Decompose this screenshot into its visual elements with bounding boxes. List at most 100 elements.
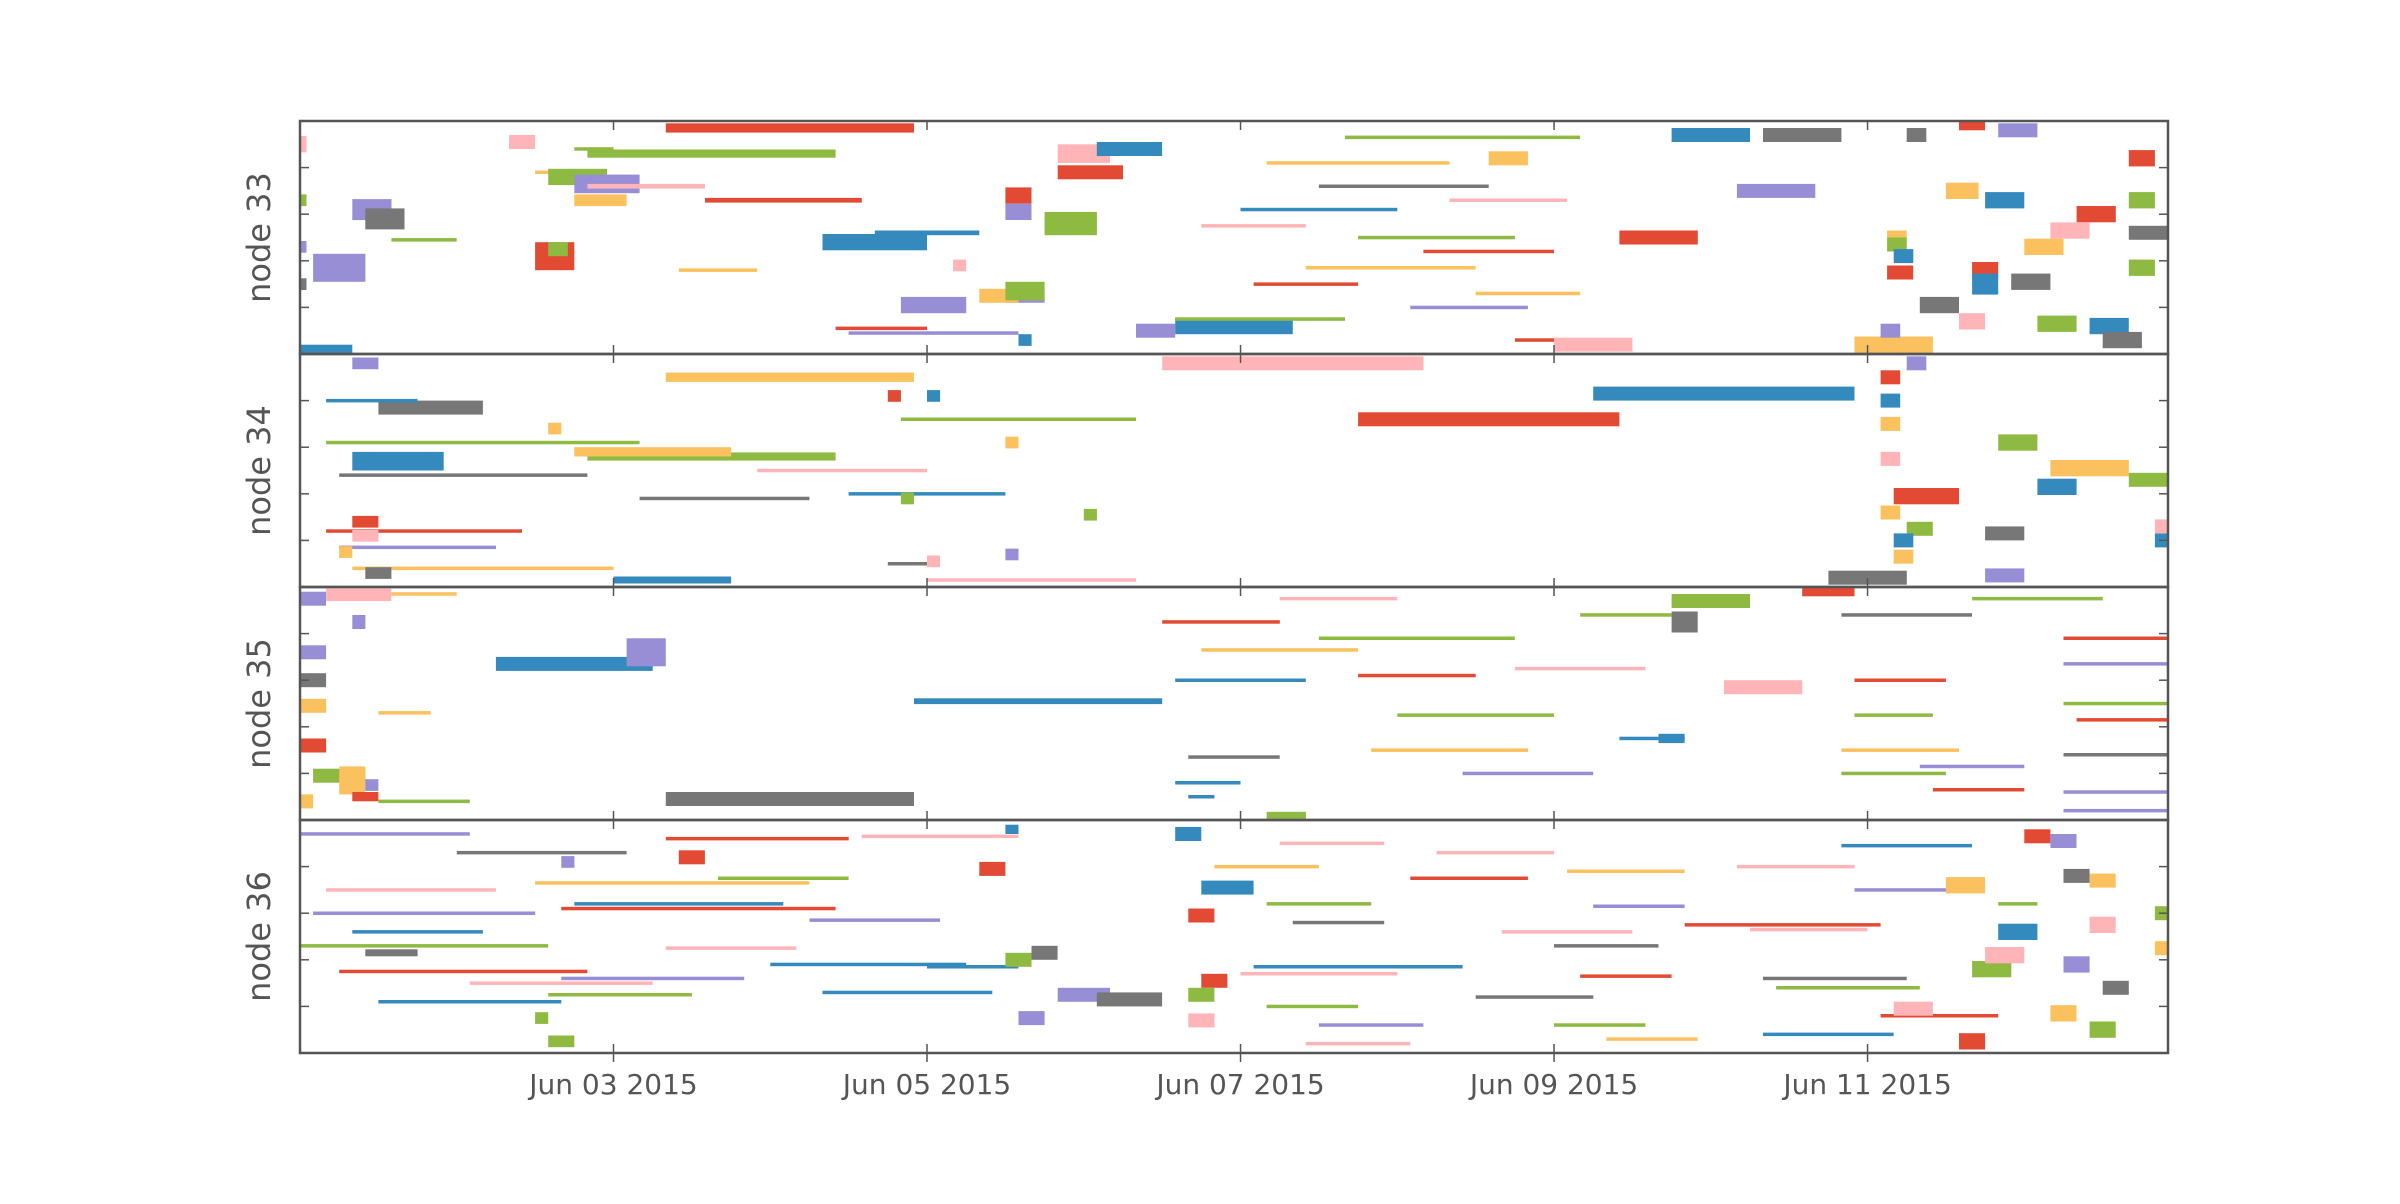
job-bar bbox=[1136, 323, 1176, 338]
job-bar bbox=[300, 944, 549, 948]
job-bar bbox=[678, 850, 705, 865]
job-bar bbox=[927, 578, 1136, 582]
job-bar bbox=[665, 372, 914, 382]
job-bar bbox=[1723, 680, 1803, 695]
job-bar bbox=[2050, 834, 2077, 848]
job-bar bbox=[1018, 1011, 1045, 1026]
job-bar bbox=[1972, 596, 2103, 601]
job-bar bbox=[1018, 334, 1032, 346]
job-bar bbox=[1906, 128, 1927, 142]
job-bar bbox=[1266, 902, 1372, 906]
job-bar bbox=[300, 738, 327, 753]
job-bar bbox=[326, 587, 392, 601]
job-bar bbox=[1554, 337, 1633, 352]
job-bar bbox=[1671, 611, 1698, 633]
job-bar bbox=[1449, 198, 1568, 202]
job-bar bbox=[2037, 315, 2077, 332]
job-bar bbox=[352, 566, 614, 571]
job-bar bbox=[2050, 222, 2090, 239]
job-bar bbox=[1736, 183, 1816, 198]
job-bar bbox=[979, 861, 1006, 876]
job-bar bbox=[326, 529, 522, 533]
job-bar bbox=[1893, 249, 1914, 264]
job-bar bbox=[339, 969, 588, 974]
job-bar bbox=[1750, 927, 1868, 932]
panel-frame bbox=[298, 352, 2170, 589]
job-bar bbox=[1998, 902, 2038, 906]
job-bar bbox=[2154, 519, 2168, 534]
job-bar bbox=[1854, 713, 1933, 717]
job-bar bbox=[1201, 648, 1359, 652]
job-bar bbox=[1318, 184, 1489, 188]
job-bar bbox=[1201, 973, 1228, 988]
panels-layer: node 33 node 34 node 35 node 36 bbox=[240, 119, 2170, 1055]
job-bar bbox=[587, 149, 836, 158]
job-bar bbox=[1044, 211, 1097, 236]
job-bar bbox=[548, 1035, 575, 1048]
job-bar bbox=[1893, 488, 1959, 505]
job-bar bbox=[339, 545, 496, 550]
job-bar bbox=[1292, 920, 1385, 925]
job-bar bbox=[848, 492, 1006, 496]
job-bar bbox=[1554, 944, 1659, 948]
job-bar bbox=[1305, 266, 1476, 270]
job-bar bbox=[626, 638, 666, 667]
job-bar bbox=[1763, 1032, 1894, 1037]
job-bar bbox=[2128, 192, 2155, 209]
job-bar bbox=[1005, 436, 1019, 449]
job-bar bbox=[1188, 908, 1215, 923]
job-bar bbox=[887, 390, 901, 402]
job-bar bbox=[2089, 916, 2116, 933]
job-bar bbox=[1841, 843, 1972, 848]
job-bar bbox=[1005, 824, 1019, 834]
job-bar bbox=[2063, 808, 2168, 813]
job-bar bbox=[1005, 187, 1032, 204]
x-tick-label: Jun 11 2015 bbox=[1781, 1068, 1951, 1101]
jobs-group bbox=[300, 824, 2168, 1050]
jobs-group bbox=[300, 121, 2168, 354]
job-bar bbox=[2089, 317, 2129, 335]
job-bar bbox=[326, 398, 418, 403]
job-bar bbox=[1279, 596, 1398, 601]
job-bar bbox=[2024, 238, 2064, 255]
job-bar bbox=[1985, 947, 2025, 964]
job-bar bbox=[639, 496, 810, 501]
job-bar bbox=[378, 799, 470, 804]
job-bar bbox=[548, 993, 692, 997]
job-bar bbox=[1423, 249, 1554, 254]
job-bar bbox=[1841, 748, 1959, 752]
job-bar bbox=[1345, 135, 1581, 140]
job-bar bbox=[1567, 869, 1685, 873]
job-bar bbox=[1906, 356, 1927, 371]
job-bar bbox=[835, 326, 927, 331]
job-bar bbox=[2063, 790, 2168, 794]
job-bar bbox=[861, 834, 1019, 839]
job-bar bbox=[2011, 273, 2051, 290]
job-bar bbox=[339, 546, 353, 558]
job-bar bbox=[1501, 930, 1633, 934]
job-bar bbox=[2154, 941, 2168, 956]
jobs-group bbox=[326, 356, 2168, 585]
job-bar bbox=[1410, 305, 1528, 310]
job-bar bbox=[1397, 713, 1555, 717]
x-tick-label: Jun 07 2015 bbox=[1154, 1068, 1324, 1101]
jobs-group bbox=[300, 587, 2168, 819]
job-bar bbox=[561, 906, 836, 911]
job-bar bbox=[1945, 877, 1986, 894]
job-bar bbox=[1096, 142, 1163, 156]
job-bar bbox=[1188, 795, 1215, 799]
job-bar bbox=[2050, 1005, 2077, 1022]
job-bar bbox=[2102, 331, 2142, 349]
job-bar bbox=[300, 591, 327, 606]
job-bar bbox=[1841, 771, 1946, 776]
job-bar bbox=[1318, 1023, 1424, 1027]
job-bar bbox=[365, 949, 418, 957]
job-bar bbox=[1005, 548, 1019, 561]
job-bar bbox=[887, 562, 927, 566]
job-bar bbox=[1266, 161, 1450, 165]
job-bar bbox=[561, 856, 575, 868]
job-bar bbox=[1488, 151, 1528, 166]
job-bar bbox=[1893, 533, 1914, 548]
job-bar bbox=[1580, 613, 1672, 617]
job-bar bbox=[1593, 904, 1685, 908]
